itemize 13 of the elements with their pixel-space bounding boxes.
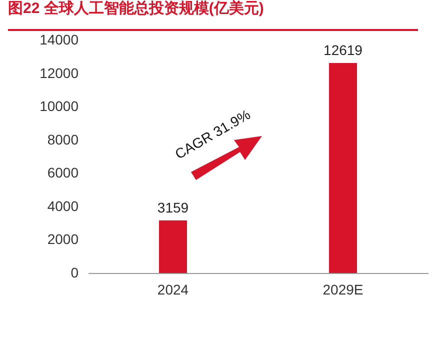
chart-title: 图22 全球人工智能总投资规模(亿美元) — [8, 0, 264, 17]
y-tick-label: 6000 — [47, 164, 79, 181]
data-label: 3159 — [157, 199, 189, 216]
y-tick-label: 10000 — [40, 98, 79, 114]
y-tick-label: 14000 — [40, 32, 79, 48]
x-tick-label: 2024 — [157, 282, 189, 298]
y-tick-label: 8000 — [47, 131, 79, 148]
y-tick-label: 12000 — [40, 64, 79, 81]
x-tick-label: 2029E — [322, 282, 364, 298]
y-tick-label: 4000 — [47, 198, 79, 214]
data-label: 12619 — [324, 42, 363, 58]
y-tick-label: 0 — [70, 264, 79, 280]
y-tick-label: 2000 — [47, 231, 79, 248]
